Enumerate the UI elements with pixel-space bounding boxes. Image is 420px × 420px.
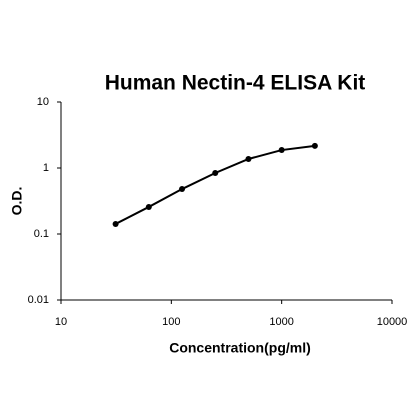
- data-point: [311, 142, 318, 149]
- data-point: [179, 186, 186, 193]
- x-tick-label: 10000: [377, 316, 408, 328]
- data-point: [212, 169, 219, 176]
- y-tick-label: 10: [37, 96, 49, 108]
- data-line: [115, 144, 316, 225]
- x-tick-label: 10: [55, 316, 67, 328]
- y-tick-label: 0.1: [34, 228, 49, 240]
- data-point: [245, 155, 252, 162]
- y-tick-label: 0.01: [28, 294, 49, 306]
- y-axis-label: O.D.: [9, 187, 25, 216]
- x-tick-label: 100: [162, 316, 180, 328]
- data-point: [278, 147, 285, 154]
- y-tick-label: 1: [43, 162, 49, 174]
- x-axis-label: Concentration(pg/ml): [169, 340, 311, 356]
- data-point: [145, 203, 152, 210]
- data-point: [112, 220, 119, 227]
- chart-title: Human Nectin-4 ELISA Kit: [105, 72, 366, 95]
- x-tick-label: 1000: [269, 316, 293, 328]
